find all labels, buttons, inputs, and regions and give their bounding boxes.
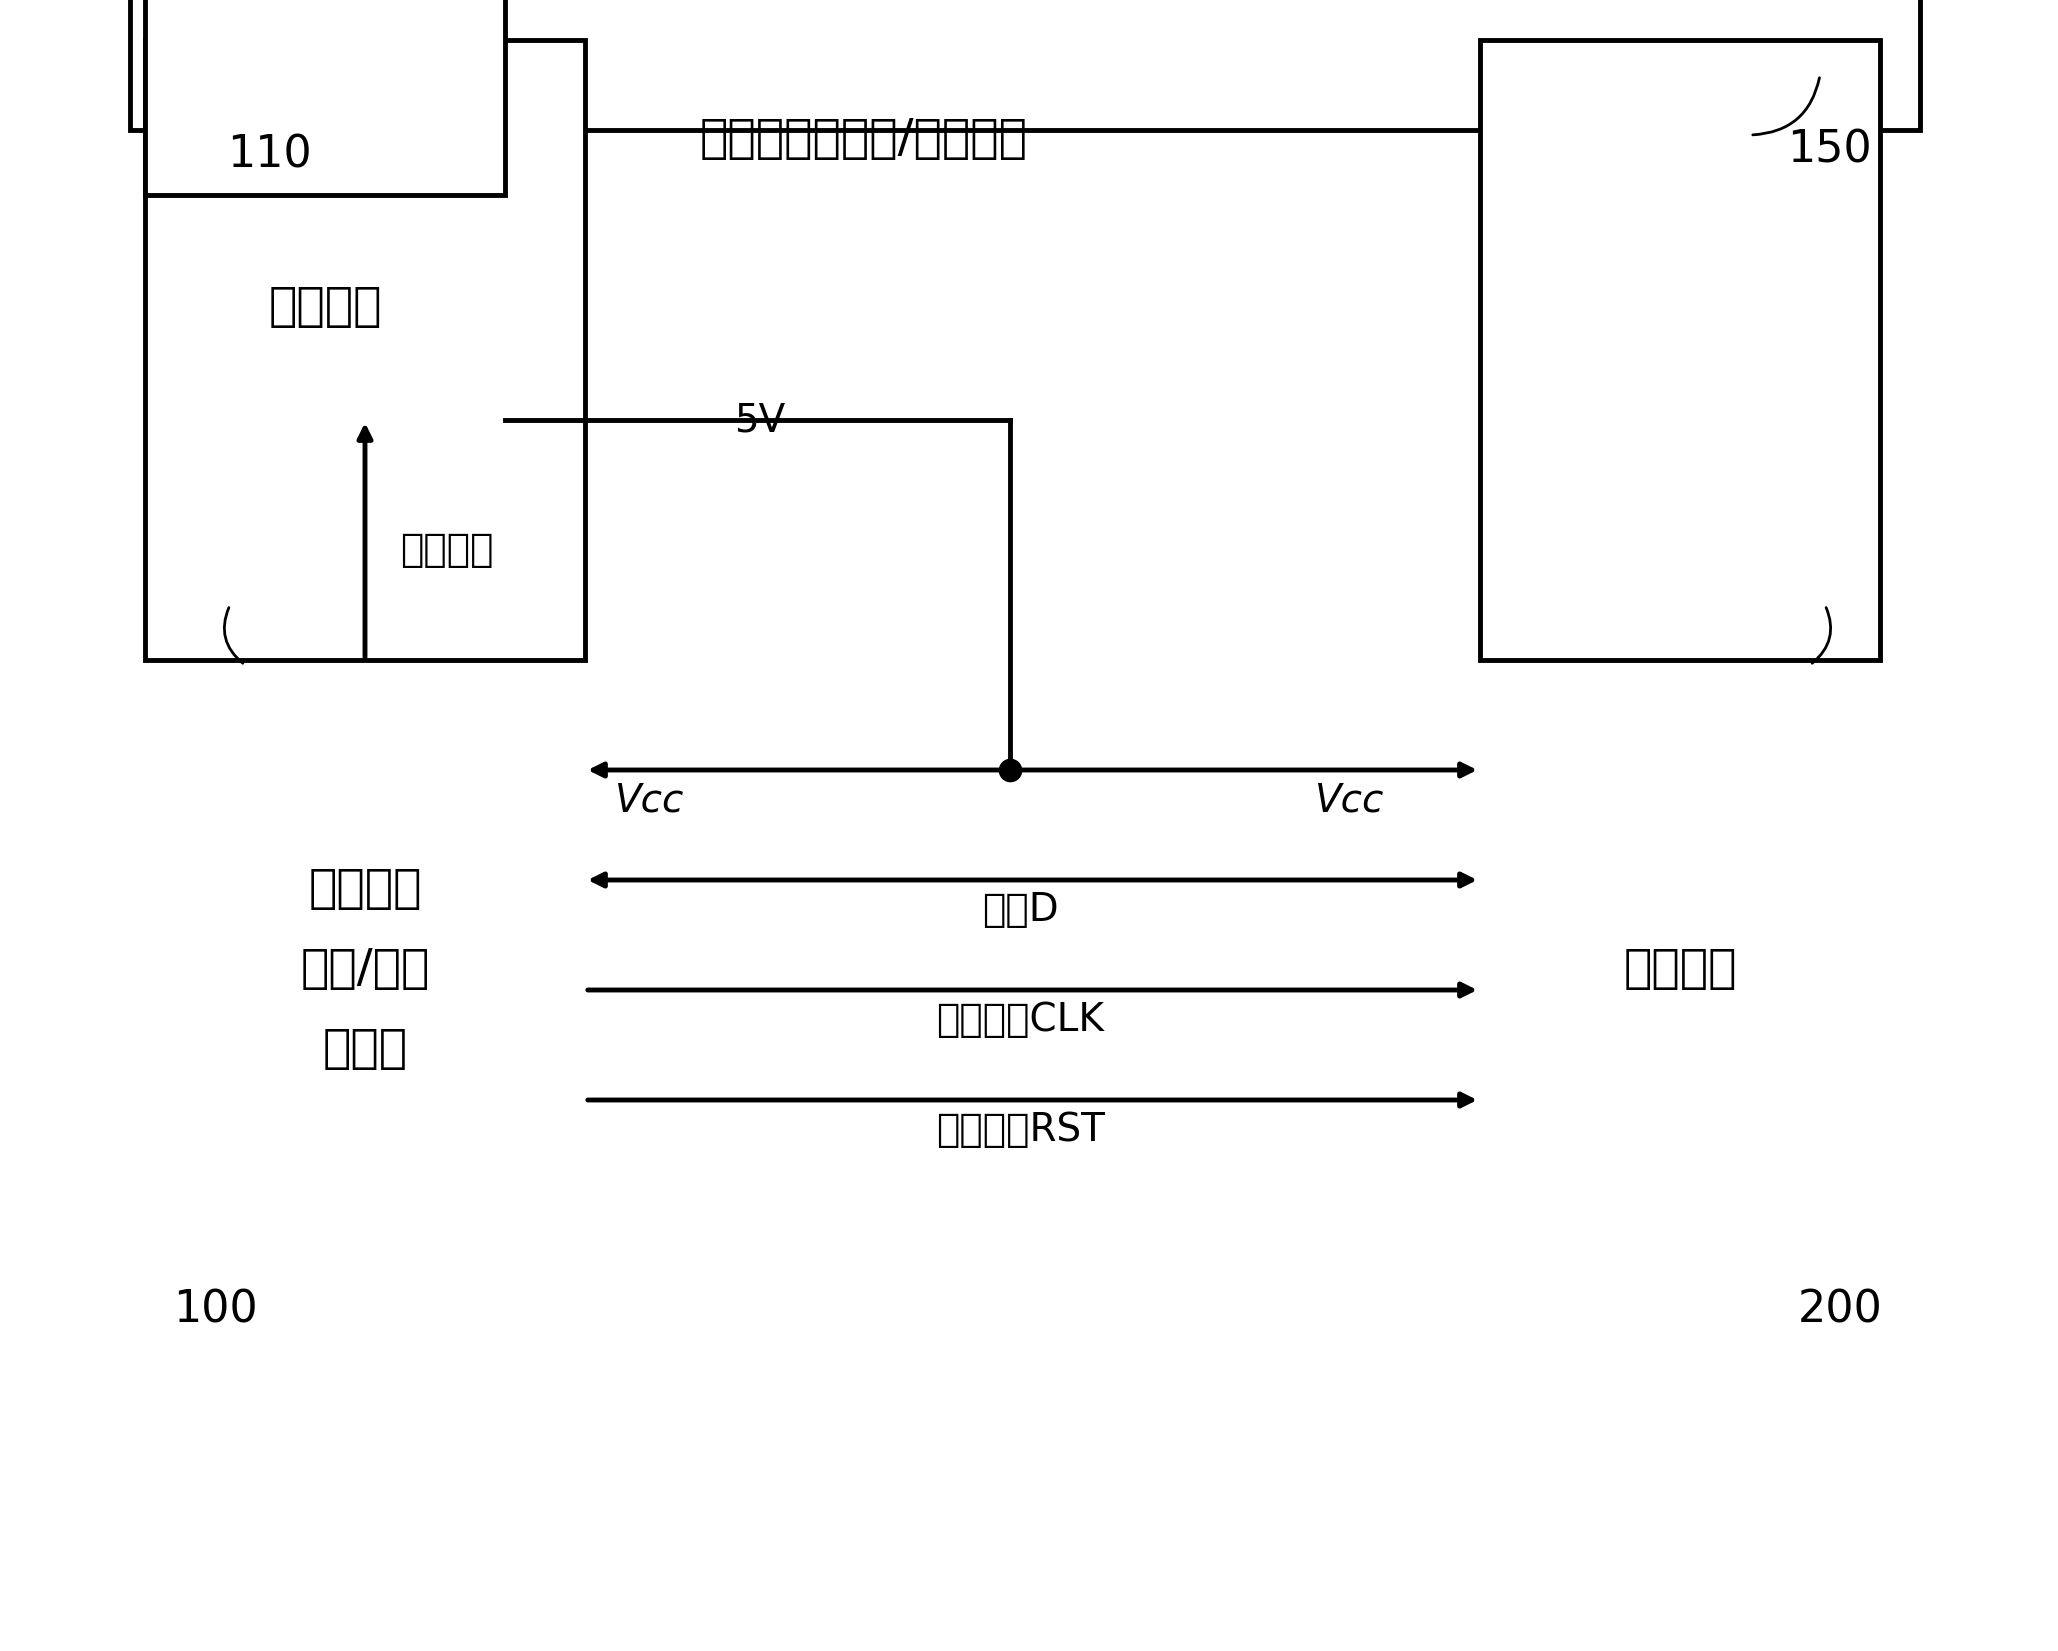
Text: 电源开关: 电源开关 <box>268 286 381 330</box>
Text: 200: 200 <box>1797 1288 1883 1331</box>
Text: 110: 110 <box>228 134 313 177</box>
Text: 复位信号RST: 复位信号RST <box>936 1111 1105 1149</box>
Text: 高级磁卡: 高级磁卡 <box>309 867 422 913</box>
Text: 控制器: 控制器 <box>323 1027 407 1073</box>
Text: Vcc: Vcc <box>1315 781 1385 819</box>
Text: 数据D: 数据D <box>982 892 1058 930</box>
Text: 高级磁卡: 高级磁卡 <box>1624 948 1737 992</box>
Text: 时钟信号CLK: 时钟信号CLK <box>936 1001 1103 1038</box>
Text: Vcc: Vcc <box>615 781 685 819</box>
Bar <box>144 0 504 195</box>
Text: 阅读/写入: 阅读/写入 <box>300 948 430 992</box>
Bar <box>1480 40 1881 660</box>
Text: 5V: 5V <box>735 401 786 439</box>
Bar <box>130 0 1920 130</box>
Text: 150: 150 <box>1788 129 1873 172</box>
Bar <box>144 40 584 660</box>
Text: 高级磁卡用阅读/写入装置: 高级磁卡用阅读/写入装置 <box>700 117 1029 162</box>
Text: 100: 100 <box>173 1288 257 1331</box>
Text: 控制信号: 控制信号 <box>399 532 494 570</box>
